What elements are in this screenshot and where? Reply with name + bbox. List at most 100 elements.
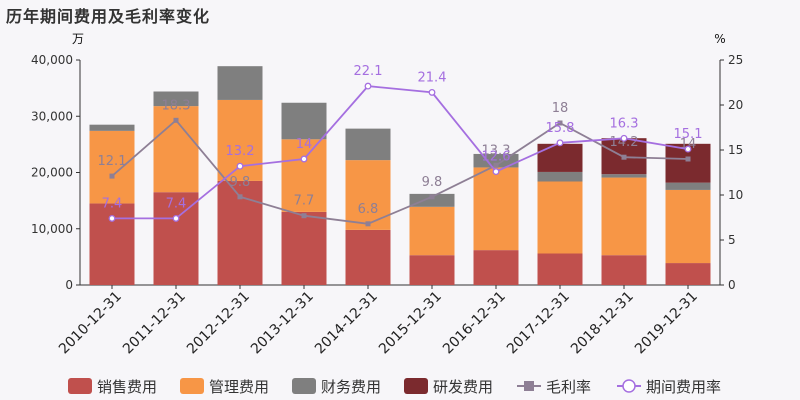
line-point [108, 214, 116, 222]
bar-segment [537, 181, 583, 254]
y-right-unit: % [714, 32, 725, 46]
line-point [173, 117, 179, 123]
data-label: 9.8 [422, 175, 443, 190]
line-point [429, 194, 435, 200]
line-point [685, 156, 691, 162]
y-right-tick-label: 0 [728, 278, 736, 292]
bar-segment [345, 160, 391, 230]
line-point [301, 213, 307, 219]
line-point [172, 214, 180, 222]
bar-segment [281, 139, 327, 212]
x-tick-label: 2012-12-31 [184, 289, 253, 358]
line-point [365, 221, 371, 227]
data-label: 12.1 [98, 154, 127, 169]
x-tick-label: 2011-12-31 [120, 289, 189, 358]
y-left-unit: 万 [72, 32, 84, 46]
bar-segment [89, 124, 135, 131]
line-point [684, 145, 692, 153]
data-label: 18 [552, 101, 569, 116]
x-tick-label: 2014-12-31 [312, 289, 381, 358]
y-right-tick-label: 5 [728, 233, 736, 247]
bar-segment [473, 250, 519, 285]
line-point [109, 173, 115, 179]
bar-segment [665, 263, 711, 285]
line-point [237, 194, 243, 200]
legend-label: 财务费用 [321, 378, 381, 396]
x-tick-label: 2016-12-31 [440, 289, 509, 358]
data-label: 15.1 [674, 127, 703, 142]
legend-marker [622, 379, 636, 393]
bar-segment [89, 130, 135, 204]
data-label: 12.6 [482, 150, 511, 165]
bar-segment [409, 193, 455, 207]
legend-swatch [68, 378, 92, 394]
line-point [556, 139, 564, 147]
y-right-tick-label: 25 [728, 53, 743, 67]
bar-segment [601, 174, 647, 178]
bar-segment [665, 182, 711, 190]
bar-segment [409, 255, 455, 285]
data-label: 13.3 [482, 143, 511, 158]
bar-segment [153, 192, 199, 285]
legend-marker [524, 381, 534, 391]
line-point [557, 120, 563, 126]
bar-segment [217, 66, 263, 100]
x-tick-label: 2017-12-31 [504, 289, 573, 358]
bar-segment [601, 255, 647, 285]
legend-label: 管理费用 [209, 378, 269, 396]
bar-segment [281, 102, 327, 140]
y-left-tick-label: 20,000 [31, 166, 73, 180]
data-label: 7.4 [166, 196, 187, 211]
data-label: 6.8 [358, 202, 379, 217]
line-point [620, 134, 628, 142]
bar-segment [601, 177, 647, 256]
data-label: 18.3 [162, 98, 191, 113]
x-tick-label: 2010-12-31 [56, 289, 125, 358]
x-tick-label: 2018-12-31 [568, 289, 637, 358]
y-right-tick-label: 10 [728, 188, 743, 202]
x-tick-label: 2019-12-31 [632, 289, 701, 358]
x-tick-label: 2015-12-31 [376, 289, 445, 358]
data-label: 9.8 [230, 175, 251, 190]
bar-segment [537, 253, 583, 285]
y-right-tick-label: 20 [728, 98, 743, 112]
y-left-tick-label: 30,000 [31, 109, 73, 123]
data-label: 13.2 [226, 144, 255, 159]
data-label: 16.3 [610, 116, 639, 131]
line-point [621, 154, 627, 160]
bar-segment [153, 91, 199, 107]
chart-title: 历年期间费用及毛利率变化 [6, 7, 211, 26]
line-point [300, 155, 308, 163]
legend-label: 毛利率 [546, 378, 591, 396]
legend-swatch [404, 378, 428, 394]
data-label: 7.7 [294, 194, 315, 209]
x-tick-label: 2013-12-31 [248, 289, 317, 358]
bar-segment [537, 143, 583, 172]
legend-label: 期间费用率 [646, 378, 721, 396]
y-left-tick-label: 40,000 [31, 53, 73, 67]
bar-segment [345, 128, 391, 161]
line-expense-rate [112, 85, 689, 220]
data-label: 14 [296, 137, 313, 152]
bar-segment [473, 167, 519, 251]
line-point [428, 88, 436, 96]
legend-label: 销售费用 [97, 378, 157, 396]
legend-swatch [180, 378, 204, 394]
bar-segment [409, 206, 455, 256]
y-left-tick-label: 0 [65, 278, 73, 292]
bar-segment [665, 189, 711, 264]
line-point [492, 168, 500, 176]
data-label: 15.8 [546, 121, 575, 136]
data-label: 22.1 [354, 64, 383, 79]
bar-segment [281, 211, 327, 285]
bar-segment [345, 229, 391, 285]
y-right-tick-label: 15 [728, 143, 743, 157]
line-point [364, 82, 372, 90]
bar-segment [537, 171, 583, 182]
line-point [493, 162, 499, 168]
y-left-tick-label: 10,000 [31, 222, 73, 236]
data-label: 7.4 [102, 196, 123, 211]
data-label: 21.4 [418, 70, 447, 85]
line-point [236, 162, 244, 170]
